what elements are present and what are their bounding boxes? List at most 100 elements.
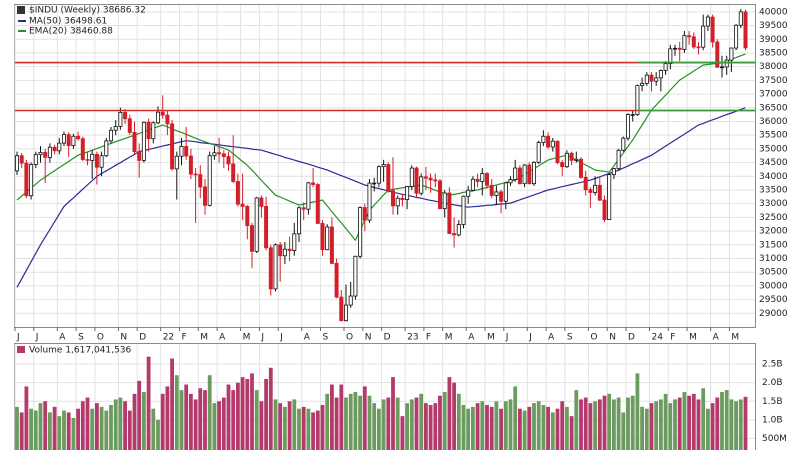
candle-body: [635, 85, 640, 116]
volume-bar: [207, 375, 212, 450]
volume-bar: [33, 410, 38, 450]
candle-body: [597, 184, 602, 201]
volume-tick-label: 1.5B: [762, 397, 783, 407]
volume-bar: [724, 390, 729, 450]
volume-bar: [607, 393, 612, 450]
candle-body: [470, 178, 475, 191]
candle-body: [278, 244, 283, 257]
volume-bar: [743, 396, 748, 450]
volume-bar: [485, 404, 489, 450]
x-tick-label: O: [97, 333, 104, 343]
volume-bar: [245, 378, 250, 450]
volume-bar: [588, 403, 593, 450]
x-tick-label: S: [78, 333, 84, 343]
candle-body: [273, 244, 278, 290]
candle-body: [287, 248, 292, 251]
x-tick-label: M: [731, 333, 739, 343]
volume-bar: [259, 401, 264, 450]
volume-bar: [715, 397, 720, 450]
candle-body: [499, 191, 504, 202]
candle-body: [62, 134, 67, 144]
candle-body: [29, 164, 34, 197]
candle-body: [456, 224, 461, 236]
candle-body: [644, 74, 649, 84]
candle-body: [428, 177, 433, 181]
x-tick-label: D: [384, 333, 391, 343]
candle-body: [118, 112, 123, 127]
volume-bar: [24, 386, 29, 450]
volume-bar: [90, 408, 95, 450]
volume-bar: [442, 391, 447, 450]
volume-bar: [560, 401, 565, 450]
volume-bar: [372, 403, 377, 450]
x-tick-label: 23: [407, 333, 418, 343]
x-tick-label: O: [346, 333, 353, 343]
volume-bar: [565, 406, 569, 450]
volume-bar: [76, 408, 80, 450]
candle-body: [626, 114, 631, 139]
y-tick-label: 37500: [759, 76, 788, 86]
candle-body: [682, 35, 687, 50]
candle-body: [536, 142, 541, 163]
candle-body: [734, 24, 739, 49]
x-tick-label: S: [567, 333, 573, 343]
candle-body: [673, 47, 678, 50]
volume-bar: [569, 416, 574, 450]
volume-bar: [706, 408, 710, 450]
candle-body: [560, 162, 565, 168]
y-tick-label: 34000: [759, 172, 788, 182]
candle-body: [71, 135, 76, 146]
volume-bar: [231, 390, 236, 450]
volume-bar: [414, 397, 419, 450]
volume-bar: [292, 399, 297, 450]
x-tick-label: N: [609, 333, 616, 343]
x-tick-label: O: [590, 333, 597, 343]
candle-body: [654, 77, 659, 82]
candle-body: [99, 155, 104, 168]
candle-body: [517, 167, 522, 185]
candle-body: [358, 207, 363, 257]
x-tick-label: M: [689, 333, 697, 343]
volume-bar: [118, 397, 123, 450]
volume-bar: [461, 404, 466, 450]
candle-body: [47, 146, 52, 158]
volume-bar: [428, 404, 433, 450]
candle-body: [109, 129, 114, 142]
candle-body: [640, 82, 645, 86]
volume-bar: [240, 377, 245, 450]
candle-body: [24, 162, 29, 197]
volume-bar: [391, 377, 395, 450]
x-tick-label: A: [219, 333, 226, 343]
volume-bar: [480, 401, 485, 450]
volume-bar: [348, 393, 353, 450]
volume-bar: [250, 373, 254, 450]
x-tick-label: M: [200, 333, 208, 343]
volume-bar: [85, 397, 90, 450]
y-tick-label: 30000: [759, 281, 788, 291]
volume-bar: [254, 390, 259, 450]
candle-body: [687, 35, 692, 38]
candle-body: [123, 112, 128, 120]
y-tick-label: 39000: [759, 35, 788, 45]
volume-bar: [306, 408, 311, 450]
candle-body: [367, 182, 372, 221]
volume-bar: [687, 395, 691, 450]
x-tick-label: M: [487, 333, 495, 343]
candle-body: [720, 66, 725, 69]
candle-body: [574, 158, 579, 161]
candle-body: [146, 121, 151, 140]
volume-bar: [142, 391, 146, 450]
y-tick-label: 32500: [759, 213, 788, 223]
candle-body: [701, 25, 706, 48]
candle-body: [400, 197, 405, 200]
candle-body: [184, 146, 189, 157]
volume-bar: [217, 401, 221, 450]
candle-body: [484, 173, 489, 186]
volume-bar: [626, 397, 630, 450]
volume-bar: [471, 406, 475, 450]
volume-title: Volume 1,617,041,536: [29, 346, 131, 356]
volume-bar: [494, 401, 499, 450]
volume-bar: [127, 410, 132, 450]
volume-bar: [602, 395, 607, 450]
volume-bar: [527, 406, 532, 450]
